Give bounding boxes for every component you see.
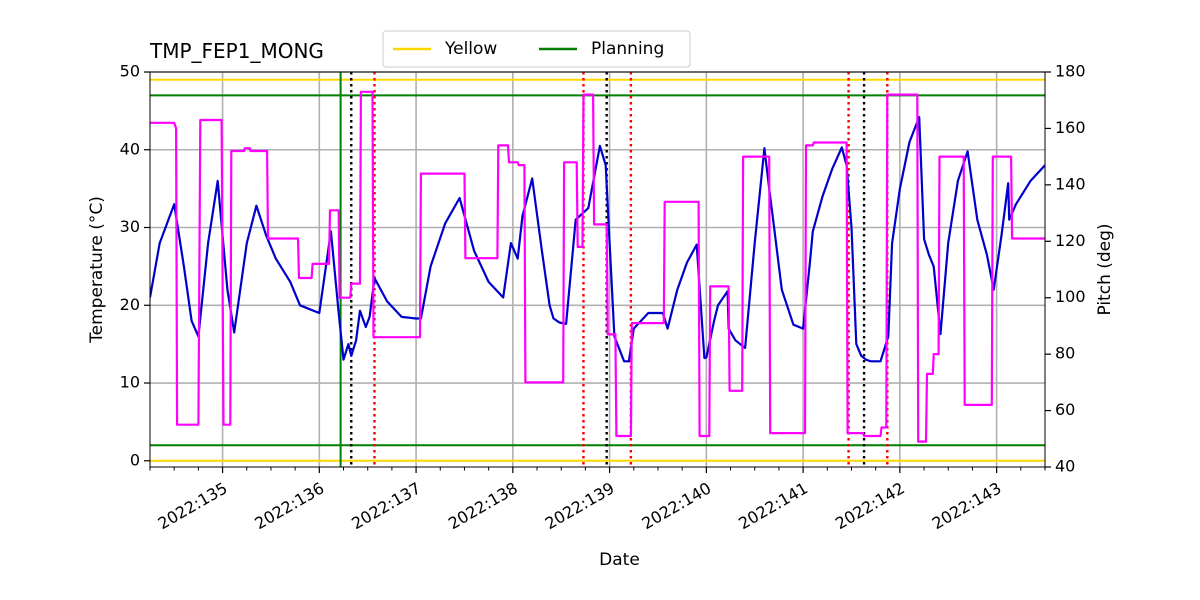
x-tick-label: 2022:137 [348, 478, 424, 533]
y-tick-label: 20 [120, 295, 140, 314]
y2-axis-title: Pitch (deg) [1095, 223, 1115, 315]
legend-label: Planning [591, 39, 664, 59]
x-tick-label: 2022:142 [832, 478, 908, 533]
y2-tick-label: 40 [1055, 457, 1075, 476]
y2-tick-label: 100 [1055, 287, 1086, 306]
legend-box [382, 30, 691, 68]
chart-title: TMP_FEP1_MONG [149, 39, 324, 63]
y2-tick-label: 180 [1055, 62, 1086, 81]
x-tick-label: 2022:138 [445, 478, 521, 533]
legend: Yellow Planning [382, 30, 691, 68]
x-tick-label: 2022:135 [155, 478, 231, 533]
y-tick-label: 0 [130, 450, 140, 469]
event-lines [339, 72, 889, 467]
y2-tick-label: 60 [1055, 400, 1075, 419]
pitch-series-line [150, 90, 1045, 443]
x-axis-title: Date [599, 550, 640, 570]
y2-tick-label: 120 [1055, 231, 1086, 250]
x-tick-label: 2022:139 [542, 478, 618, 533]
axes: 2022:135 2022:136 2022:137 2022:138 2022:139… [120, 62, 1086, 534]
y-tick-label: 30 [120, 217, 140, 236]
x-tick-label: 2022:141 [735, 478, 811, 533]
y-tick-label: 50 [120, 62, 140, 81]
y-axis-title: Temperature (°C) [87, 196, 107, 344]
grid [150, 71, 1045, 467]
y-tick-label: 10 [120, 373, 140, 392]
plot-frame [149, 71, 1046, 468]
x-tick-label: 2022:143 [929, 478, 1005, 533]
y2-tick-label: 160 [1055, 118, 1086, 137]
x-tick-label: 2022:136 [251, 478, 327, 533]
y2-tick-label: 80 [1055, 344, 1075, 363]
x-tick-label: 2022:140 [638, 478, 714, 533]
y-tick-label: 40 [120, 139, 140, 158]
series-lines [150, 90, 1045, 443]
y2-tick-label: 140 [1055, 174, 1086, 193]
legend-label: Yellow [444, 39, 497, 59]
